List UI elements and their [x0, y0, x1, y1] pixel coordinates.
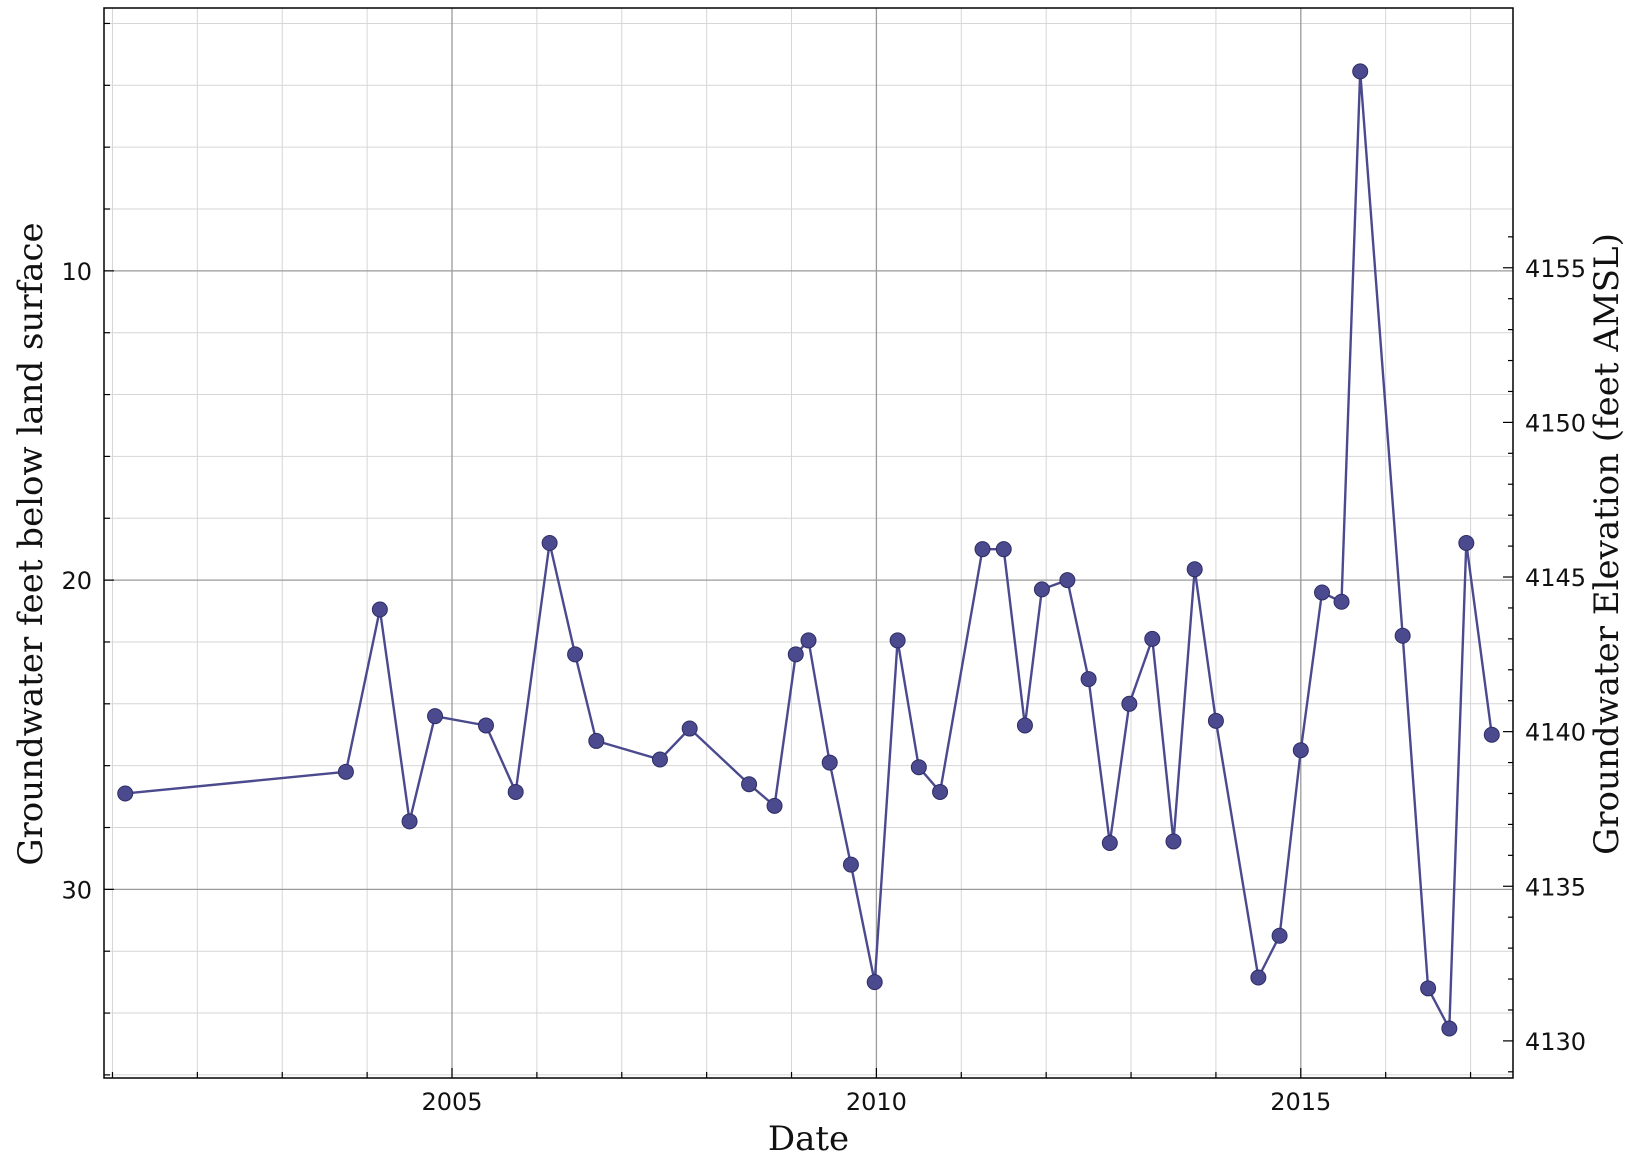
plot-frame: [103, 7, 1514, 1079]
series-layer: [117, 63, 1500, 1037]
data-point: [337, 763, 354, 780]
data-point: [507, 783, 524, 800]
data-point: [427, 708, 444, 725]
data-point: [1121, 695, 1138, 712]
data-point: [1420, 980, 1437, 997]
data-point: [1483, 726, 1500, 743]
y-right-axis-title: Groundwater Elevation (feet AMSL): [1587, 233, 1627, 855]
data-point: [800, 632, 817, 649]
x-tick-label: 2015: [1270, 1088, 1331, 1116]
x-tick-label: 2010: [846, 1088, 907, 1116]
data-point: [842, 856, 859, 873]
data-point: [866, 974, 883, 991]
x-tick-label: 2005: [421, 1088, 482, 1116]
data-point: [1394, 627, 1411, 644]
minor-gridlines: [104, 8, 1513, 1078]
data-point: [1271, 927, 1288, 944]
data-point: [995, 541, 1012, 558]
data-point: [1080, 671, 1097, 688]
data-point: [974, 541, 991, 558]
x-axis-title: Date: [768, 1119, 849, 1159]
data-point: [821, 754, 838, 771]
y-right-tick-label: 4140: [1525, 719, 1586, 747]
data-point: [1144, 630, 1161, 647]
y-right-tick-label: 4145: [1525, 564, 1586, 592]
data-point: [1207, 712, 1224, 729]
x-tick-labels: 2005 2010 2015: [421, 1088, 1331, 1116]
data-point: [1033, 581, 1050, 598]
data-point: [541, 535, 558, 551]
y-right-tick-label: 4150: [1525, 409, 1586, 437]
y-right-tick-label: 4135: [1525, 873, 1586, 901]
axis-ticks: [104, 22, 1513, 1078]
data-point: [889, 632, 906, 649]
major-gridlines: [104, 8, 1513, 1078]
y-right-tick-label: 4130: [1525, 1028, 1586, 1056]
data-point: [932, 783, 949, 800]
data-point: [567, 646, 584, 663]
data-point: [1333, 593, 1350, 610]
data-point: [766, 797, 783, 814]
data-point: [787, 646, 804, 663]
data-point: [1165, 833, 1182, 850]
y-left-tick-label: 30: [61, 876, 92, 904]
data-point: [371, 601, 388, 618]
data-point: [741, 776, 758, 793]
y-right-tick-label: 4155: [1525, 255, 1586, 283]
data-point: [1016, 717, 1033, 734]
y-left-tick-label: 10: [61, 258, 92, 286]
data-point: [681, 720, 698, 737]
data-point: [588, 732, 605, 749]
data-point: [910, 759, 927, 776]
data-point: [1314, 584, 1331, 601]
data-point: [1250, 969, 1267, 986]
y-left-tick-label: 20: [61, 567, 92, 595]
data-point: [1458, 535, 1475, 551]
data-point: [1441, 1020, 1458, 1037]
data-point: [1292, 742, 1309, 759]
y-left-axis-title: Groundwater feet below land surface: [11, 222, 51, 865]
data-point: [401, 813, 418, 830]
y-right-tick-labels: 4125413041354140414541504155: [1525, 255, 1586, 1056]
data-point: [1059, 572, 1076, 589]
data-point: [1101, 834, 1118, 851]
data-point: [477, 717, 494, 734]
y-left-tick-labels: 10 20 30: [61, 258, 92, 904]
series-line: [125, 70, 1493, 1030]
data-point: [1352, 63, 1369, 80]
data-point: [651, 751, 668, 768]
data-point: [117, 785, 134, 802]
data-point: [1186, 561, 1203, 578]
